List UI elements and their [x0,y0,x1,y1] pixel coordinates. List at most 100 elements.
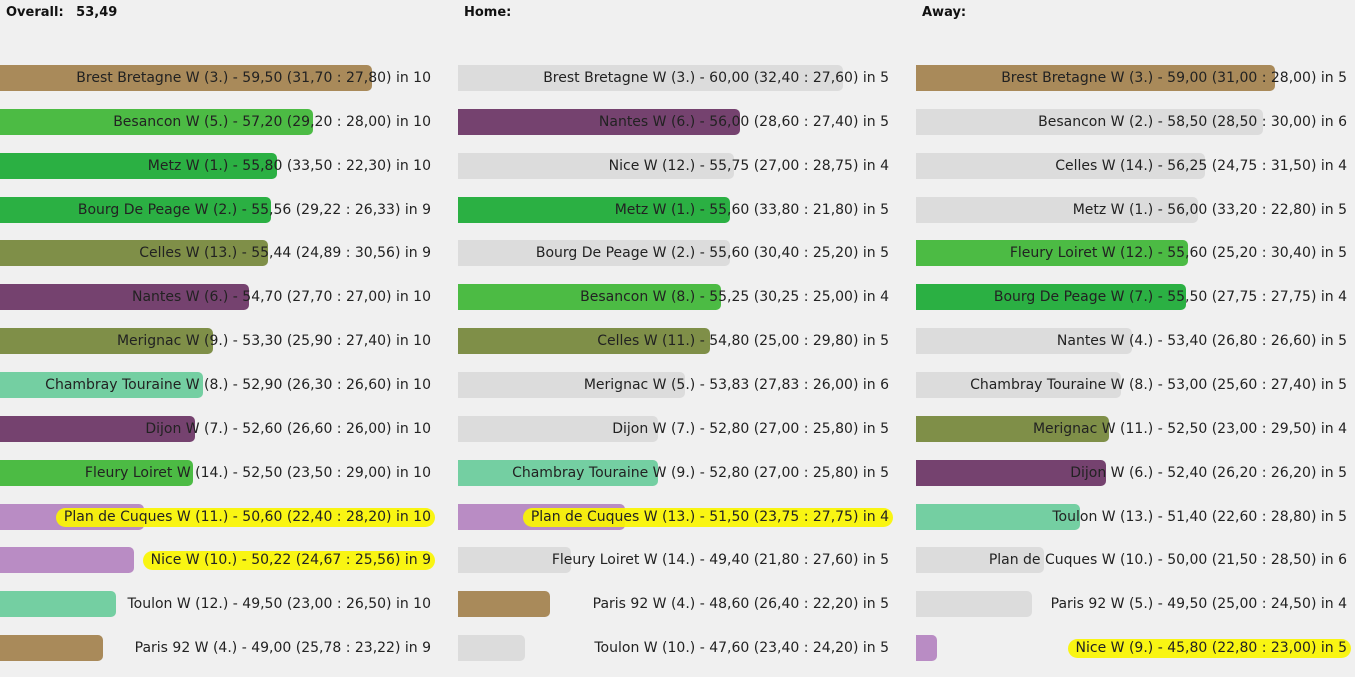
bar-label: Metz W (1.) - 56,00 (33,20 : 22,80) in 5 [1072,201,1347,218]
bar-row: Plan de Cuques W (10.) - 50,00 (21,50 : … [916,547,1349,574]
bar [916,459,1106,486]
bar-row: Fleury Loiret W (14.) - 52,50 (23,50 : 2… [0,459,433,486]
bar-row: Dijon W (7.) - 52,80 (27,00 : 25,80) in … [458,415,891,442]
bar [0,196,272,223]
bar-label: Metz W (1.) - 55,60 (33,80 : 21,80) in 5 [614,201,889,218]
bar [916,635,937,662]
bar-label: Fleury Loiret W (14.) - 52,50 (23,50 : 2… [84,464,431,481]
bar [916,284,1186,311]
bar-row: Paris 92 W (4.) - 48,60 (26,40 : 22,20) … [458,591,891,618]
bar-label: Besancon W (2.) - 58,50 (28,50 : 30,00) … [1038,113,1347,130]
bar-row: Celles W (11.) - 54,80 (25,00 : 29,80) i… [458,328,891,355]
bar-row: Paris 92 W (5.) - 49,50 (25,00 : 24,50) … [916,591,1349,618]
bar-row: Chambray Touraine W (8.) - 52,90 (26,30 … [0,371,433,398]
bar [458,459,659,486]
bar-row: Merignac W (5.) - 53,83 (27,83 : 26,00) … [458,371,891,398]
bar-label: Nice W (10.) - 50,22 (24,67 : 25,56) in … [150,552,431,569]
bar-label: Nice W (12.) - 55,75 (27,00 : 28,75) in … [608,157,889,174]
bar-label: Merignac W (5.) - 53,83 (27,83 : 26,00) … [583,376,889,393]
bar-label: Brest Bretagne W (3.) - 59,00 (31,00 : 2… [1001,70,1347,86]
bar-row: Bourg De Peage W (7.) - 55,50 (27,75 : 2… [916,284,1349,311]
bar-row: Besancon W (5.) - 57,20 (29,20 : 28,00) … [0,108,433,135]
bar-label: Plan de Cuques W (13.) - 51,50 (23,75 : … [530,508,889,525]
bar-label: Fleury Loiret W (12.) - 55,60 (25,20 : 3… [1009,245,1347,262]
bar-row: Toulon W (12.) - 49,50 (23,00 : 26,50) i… [0,591,433,618]
bar-row: Bourg De Peage W (2.) - 55,60 (30,40 : 2… [458,240,891,267]
bar-row: Celles W (13.) - 55,44 (24,89 : 30,56) i… [0,240,433,267]
bar [916,503,1081,530]
bar-label: Dijon W (6.) - 52,40 (26,20 : 26,20) in … [1070,464,1347,481]
bar-row: Nantes W (4.) - 53,40 (26,80 : 26,60) in… [916,328,1349,355]
bar [458,152,734,179]
bar [916,547,1045,574]
bar [0,240,268,267]
bar-row: Paris 92 W (4.) - 49,00 (25,78 : 23,22) … [0,635,433,662]
bar [458,108,741,135]
home-column: Home: Brest Bretagne W (3.) - 60,00 (32,… [458,0,893,677]
bar-label: Toulon W (10.) - 47,60 (23,40 : 24,20) i… [594,640,889,657]
bar [916,415,1109,442]
highlight-mark [142,551,435,571]
bar-row: Nantes W (6.) - 56,00 (28,60 : 27,40) in… [458,108,891,135]
bar [0,284,249,311]
bar-row: Bourg De Peage W (2.) - 55,56 (29,22 : 2… [0,196,433,223]
bar [458,635,525,662]
bar-label: Nantes W (6.) - 54,70 (27,70 : 27,00) in… [131,289,431,306]
bar [916,65,1276,91]
bar-row: Plan de Cuques W (13.) - 51,50 (23,75 : … [458,503,893,530]
home-header: Home: [464,5,511,20]
bar-row: Dijon W (6.) - 52,40 (26,20 : 26,20) in … [916,459,1349,486]
bar-label: Dijon W (7.) - 52,60 (26,60 : 26,00) in … [145,420,431,437]
bar [0,328,214,355]
bar-label: Nice W (9.) - 45,80 (22,80 : 23,00) in 5 [1075,640,1347,657]
bar-label: Celles W (14.) - 56,25 (24,75 : 31,50) i… [1055,157,1347,174]
overall-value: 53,49 [76,5,118,20]
bar-label: Chambray Touraine W (9.) - 52,80 (27,00 … [512,464,889,481]
bar-row: Besancon W (8.) - 55,25 (30,25 : 25,00) … [458,284,891,311]
bar [0,65,373,91]
bar-label: Toulon W (13.) - 51,40 (22,60 : 28,80) i… [1052,508,1347,525]
bar-row: Toulon W (13.) - 51,40 (22,60 : 28,80) i… [916,503,1349,530]
bar-row: Metz W (1.) - 55,60 (33,80 : 21,80) in 5 [458,196,891,223]
bar-row: Metz W (1.) - 56,00 (33,20 : 22,80) in 5 [916,196,1349,223]
away-column: Away: Brest Bretagne W (3.) - 59,00 (31,… [916,0,1351,677]
bar-label: Celles W (11.) - 54,80 (25,00 : 29,80) i… [597,333,889,350]
bar-row: Metz W (1.) - 55,80 (33,50 : 22,30) in 1… [0,152,433,179]
bar [916,240,1189,267]
bar [916,152,1205,179]
bar-label: Nantes W (6.) - 56,00 (28,60 : 27,40) in… [598,113,889,130]
bar [0,152,278,179]
bar-row: Chambray Touraine W (9.) - 52,80 (27,00 … [458,459,891,486]
bar-row: Nice W (9.) - 45,80 (22,80 : 23,00) in 5 [916,635,1351,662]
bar-label: Plan de Cuques W (10.) - 50,00 (21,50 : … [988,552,1347,569]
overall-title: Overall: [6,5,64,20]
bar-row: Besancon W (2.) - 58,50 (28,50 : 30,00) … [916,108,1349,135]
bar-label: Bourg De Peage W (7.) - 55,50 (27,75 : 2… [993,289,1347,306]
bar-label: Besancon W (8.) - 55,25 (30,25 : 25,00) … [580,289,889,306]
away-header: Away: [922,5,966,20]
bar-row: Dijon W (7.) - 52,60 (26,60 : 26,00) in … [0,415,433,442]
overall-header: Overall: 53,49 [6,5,117,20]
bar [916,371,1122,398]
bar-row: Nice W (10.) - 50,22 (24,67 : 25,56) in … [0,547,435,574]
bar-label: Bourg De Peage W (2.) - 55,60 (30,40 : 2… [535,245,889,262]
highlight-mark [522,507,893,527]
bar-label: Toulon W (12.) - 49,50 (23,00 : 26,50) i… [127,596,431,613]
bar [916,108,1263,135]
bar-row: Plan de Cuques W (11.) - 50,60 (22,40 : … [0,503,435,530]
bar-label: Bourg De Peage W (2.) - 55,56 (29,22 : 2… [77,201,431,218]
bar [458,65,843,91]
bar-label: Paris 92 W (4.) - 49,00 (25,78 : 23,22) … [134,640,431,657]
bar-row: Celles W (14.) - 56,25 (24,75 : 31,50) i… [916,152,1349,179]
overall-column: Overall: 53,49 Brest Bretagne W (3.) - 5… [0,0,435,677]
highlight-mark [55,507,435,527]
bar-row: Chambray Touraine W (8.) - 53,00 (25,60 … [916,371,1349,398]
bar-label: Chambray Touraine W (8.) - 53,00 (25,60 … [970,376,1347,393]
bar-label: Brest Bretagne W (3.) - 59,50 (31,70 : 2… [76,70,431,86]
bar-label: Merignac W (9.) - 53,30 (25,90 : 27,40) … [116,333,431,350]
bar [458,591,551,618]
highlight-mark [1067,639,1351,659]
bar [458,196,731,223]
bar-row: Merignac W (9.) - 53,30 (25,90 : 27,40) … [0,328,433,355]
bar-label: Metz W (1.) - 55,80 (33,50 : 22,30) in 1… [147,157,431,174]
